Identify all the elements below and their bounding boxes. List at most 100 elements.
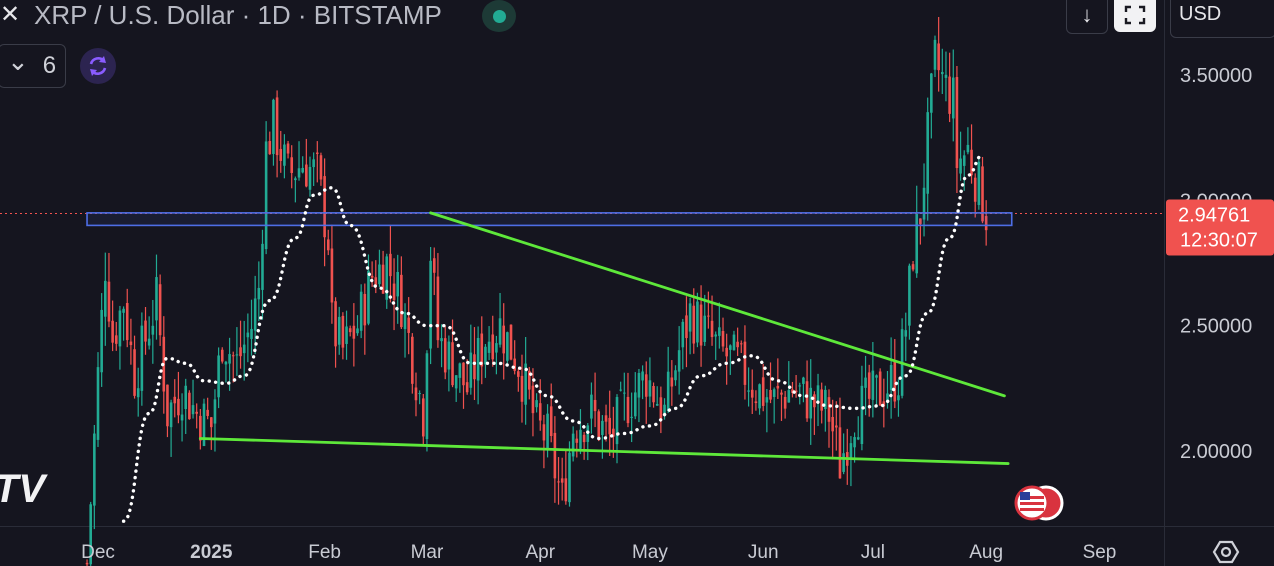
candle-body — [984, 216, 988, 231]
candle — [268, 131, 272, 155]
candle — [824, 385, 827, 432]
symbol-title[interactable]: XRP / U.S. Dollar · 1D · BITSTAMP — [34, 0, 442, 30]
candle-body — [228, 354, 231, 364]
candle — [305, 138, 308, 188]
candle-body — [235, 354, 239, 356]
candle — [692, 288, 696, 354]
candle — [301, 156, 304, 174]
candle-body — [151, 325, 155, 335]
candle-body — [363, 293, 367, 326]
candle — [959, 131, 962, 181]
candle-body — [791, 389, 794, 393]
candle — [177, 371, 180, 424]
candle-body — [283, 144, 286, 166]
candle — [966, 127, 970, 155]
candle-body — [114, 335, 118, 344]
candle — [897, 379, 900, 417]
candle — [363, 283, 367, 355]
candle-body — [619, 389, 622, 391]
candle — [491, 315, 495, 367]
candle-body — [107, 281, 111, 322]
candle — [454, 375, 458, 402]
candle — [341, 312, 345, 360]
candle — [396, 254, 400, 324]
candle-body — [326, 239, 330, 251]
candle-body — [538, 403, 542, 421]
candle-body — [144, 320, 147, 342]
candle-body — [970, 149, 973, 176]
economic-events-marker[interactable] — [1012, 484, 1068, 522]
candle-body — [147, 338, 151, 346]
candle — [356, 315, 359, 336]
candle-body — [188, 392, 191, 420]
fullscreen-button[interactable] — [1114, 0, 1156, 32]
candle — [451, 319, 454, 388]
candle — [155, 254, 158, 340]
candle-body — [451, 342, 454, 386]
candle-body — [575, 438, 579, 443]
candle-body — [400, 274, 403, 328]
candle — [414, 372, 418, 417]
candle — [158, 274, 162, 346]
candle — [776, 358, 780, 399]
candle — [666, 346, 670, 414]
x-tick-label: May — [632, 542, 668, 563]
candle — [875, 374, 878, 406]
candle — [224, 360, 228, 383]
candle-body — [308, 166, 312, 190]
candle — [509, 324, 513, 361]
candle — [922, 163, 926, 237]
candle — [447, 335, 451, 392]
candle — [316, 141, 319, 183]
candle-body — [659, 397, 663, 421]
candle — [462, 362, 465, 409]
candle — [685, 296, 688, 368]
candle — [604, 404, 608, 442]
candle-body — [184, 385, 188, 410]
candle-body — [345, 326, 348, 344]
candle-body — [776, 385, 780, 389]
candle-body — [418, 393, 421, 395]
chart-settings-button[interactable] — [1212, 538, 1240, 566]
candle-body — [633, 392, 637, 417]
candle — [527, 366, 531, 400]
candle-body — [911, 264, 915, 270]
candle — [96, 352, 100, 447]
refresh-button[interactable] — [80, 48, 116, 84]
candle-body — [652, 385, 655, 403]
candle — [151, 299, 155, 364]
candle — [246, 313, 250, 363]
candle — [487, 326, 491, 361]
candle-body — [341, 315, 345, 348]
candle-body — [297, 168, 301, 178]
download-button[interactable]: ↓ — [1066, 0, 1108, 34]
candle-body — [286, 143, 290, 154]
candle — [783, 391, 787, 419]
candle-body — [301, 167, 304, 173]
indicators-toggle[interactable]: ⌄ 6 — [0, 44, 66, 88]
candle — [367, 254, 370, 326]
y-tick-label: 2.50000 — [1180, 316, 1252, 338]
candle-body — [560, 478, 564, 483]
candle — [524, 337, 527, 425]
candle-body — [626, 396, 630, 424]
close-icon[interactable]: ✕ — [0, 1, 21, 28]
candle — [403, 303, 407, 358]
candle — [480, 316, 484, 385]
candle — [418, 390, 421, 405]
candle — [714, 331, 717, 360]
candle — [648, 357, 652, 408]
candle — [517, 368, 520, 392]
candle-body — [794, 390, 798, 393]
candle-body — [816, 385, 820, 403]
candle-body — [553, 432, 557, 479]
candle-body — [981, 166, 984, 222]
currency-selector[interactable]: USD — [1170, 0, 1274, 38]
candle — [856, 416, 860, 441]
candle-body — [878, 371, 882, 406]
candle-body — [674, 370, 677, 381]
candle-body — [220, 349, 224, 362]
candle-body — [893, 361, 897, 402]
x-tick-label: Aug — [969, 542, 1003, 563]
